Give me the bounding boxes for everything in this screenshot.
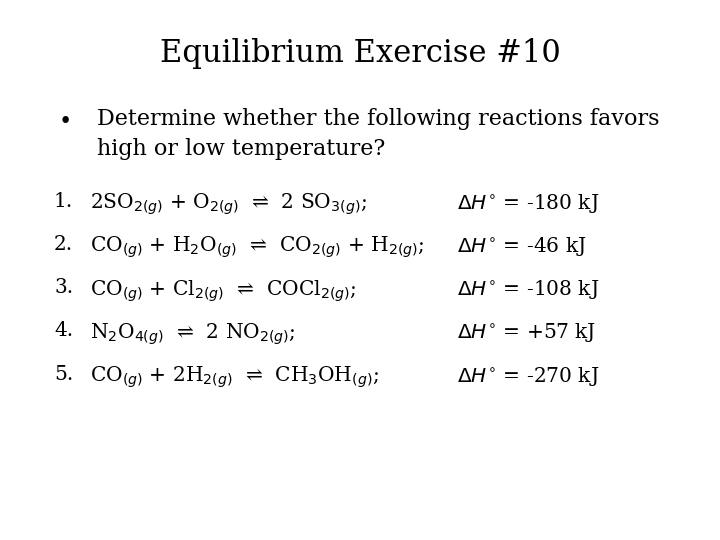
Text: 2SO$_{2(g)}$ + O$_{2(g)}$  ⇌  2 SO$_{3(g)}$;: 2SO$_{2(g)}$ + O$_{2(g)}$ ⇌ 2 SO$_{3(g)}… bbox=[90, 192, 367, 217]
Text: high or low temperature?: high or low temperature? bbox=[97, 138, 385, 160]
Text: 5.: 5. bbox=[54, 364, 73, 383]
Text: 2.: 2. bbox=[54, 235, 73, 254]
Text: $\Delta H^{\circ}$ = -270 kJ: $\Delta H^{\circ}$ = -270 kJ bbox=[457, 364, 600, 388]
Text: CO$_{(g)}$ + 2H$_{2(g)}$  ⇌  CH$_{3}$OH$_{(g)}$;: CO$_{(g)}$ + 2H$_{2(g)}$ ⇌ CH$_{3}$OH$_{… bbox=[90, 364, 379, 390]
Text: 4.: 4. bbox=[54, 321, 73, 340]
Text: •: • bbox=[58, 111, 71, 133]
Text: 1.: 1. bbox=[54, 192, 73, 211]
Text: $\Delta H^{\circ}$ = -46 kJ: $\Delta H^{\circ}$ = -46 kJ bbox=[457, 235, 587, 258]
Text: $\Delta H^{\circ}$ = -108 kJ: $\Delta H^{\circ}$ = -108 kJ bbox=[457, 278, 600, 301]
Text: Equilibrium Exercise #10: Equilibrium Exercise #10 bbox=[160, 38, 560, 69]
Text: CO$_{(g)}$ + H$_{2}$O$_{(g)}$  ⇌  CO$_{2(g)}$ + H$_{2(g)}$;: CO$_{(g)}$ + H$_{2}$O$_{(g)}$ ⇌ CO$_{2(g… bbox=[90, 235, 424, 260]
Text: CO$_{(g)}$ + Cl$_{2(g)}$  ⇌  COCl$_{2(g)}$;: CO$_{(g)}$ + Cl$_{2(g)}$ ⇌ COCl$_{2(g)}$… bbox=[90, 278, 356, 303]
Text: $\Delta H^{\circ}$ = +57 kJ: $\Delta H^{\circ}$ = +57 kJ bbox=[457, 321, 596, 345]
Text: $\Delta H^{\circ}$ = -180 kJ: $\Delta H^{\circ}$ = -180 kJ bbox=[457, 192, 600, 215]
Text: 3.: 3. bbox=[54, 278, 73, 297]
Text: Determine whether the following reactions favors: Determine whether the following reaction… bbox=[97, 108, 660, 130]
Text: N$_{2}$O$_{4(g)}$  ⇌  2 NO$_{2(g)}$;: N$_{2}$O$_{4(g)}$ ⇌ 2 NO$_{2(g)}$; bbox=[90, 321, 296, 347]
